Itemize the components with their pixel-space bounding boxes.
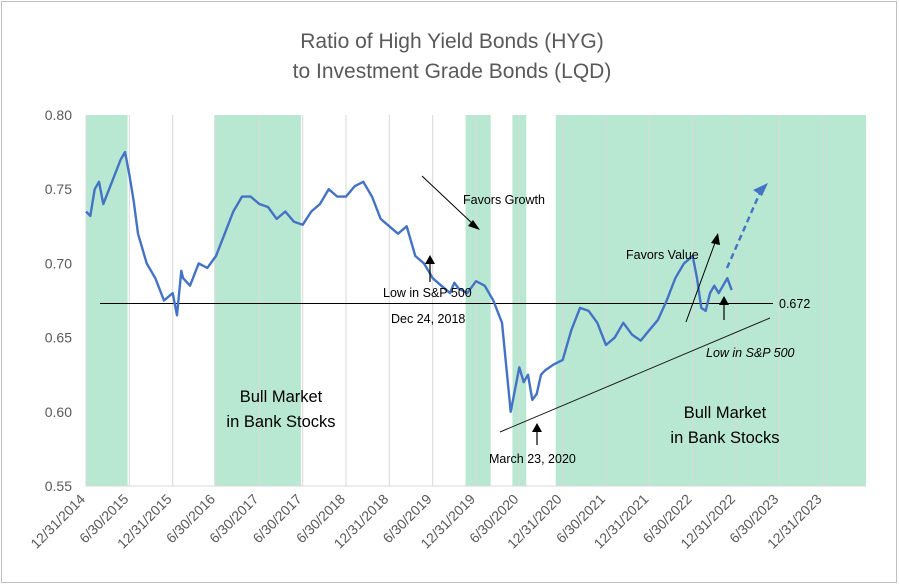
favors-growth-arrow [421, 175, 475, 226]
threshold-label: 0.672 [779, 297, 810, 311]
low-sp-arrowhead-2 [719, 296, 729, 305]
low-sp-arrowhead-1 [425, 255, 435, 264]
bull-market-label-2-line-2: in Bank Stocks [670, 429, 779, 447]
y-tick-label: 0.55 [45, 478, 72, 494]
x-tick-label: 12/31/2014 [27, 491, 88, 552]
date-label-1: Dec 24, 2018 [391, 312, 465, 326]
low-sp-label-2: Low in S&P 500 [706, 346, 795, 360]
favors-value-label: Favors Value [626, 248, 699, 262]
forecast-arrowhead [753, 183, 768, 196]
bull-market-region [465, 115, 491, 486]
favors-growth-label: Favors Growth [463, 193, 545, 207]
y-tick-label: 0.70 [45, 255, 72, 271]
y-tick-label: 0.75 [45, 181, 72, 197]
favors-growth-arrowhead [468, 220, 480, 230]
forecast-dashed-line [725, 187, 764, 269]
y-tick-label: 0.60 [45, 404, 72, 420]
bull-market-label-2-line-1: Bull Market [684, 404, 767, 422]
y-tick-label: 0.80 [45, 107, 72, 123]
bull-market-region [555, 115, 866, 486]
date-label-2: March 23, 2020 [489, 452, 576, 466]
trend-line [499, 317, 771, 433]
march-arrowhead [532, 423, 542, 432]
chart-title-line-2: to Investment Grade Bonds (LQD) [293, 60, 612, 83]
chart-title-line-1: Ratio of High Yield Bonds (HYG) [300, 30, 603, 53]
bull-market-region [86, 115, 128, 486]
bull-market-label-1-line-2: in Bank Stocks [226, 413, 335, 431]
bull-market-region [214, 115, 301, 486]
favors-value-arrowhead [711, 233, 720, 245]
y-tick-label: 0.65 [45, 330, 72, 346]
y-axis-ticks: 0.80 0.75 0.70 0.65 0.60 0.55 [45, 107, 72, 494]
favors-value-arrow [685, 239, 717, 323]
series-line [85, 150, 733, 413]
bull-market-label-1-line-1: Bull Market [240, 388, 323, 406]
x-axis-ticks: 12/31/20146/30/201512/31/20156/30/20166/… [27, 491, 825, 552]
low-sp-label-1: Low in S&P 500 [383, 286, 472, 300]
